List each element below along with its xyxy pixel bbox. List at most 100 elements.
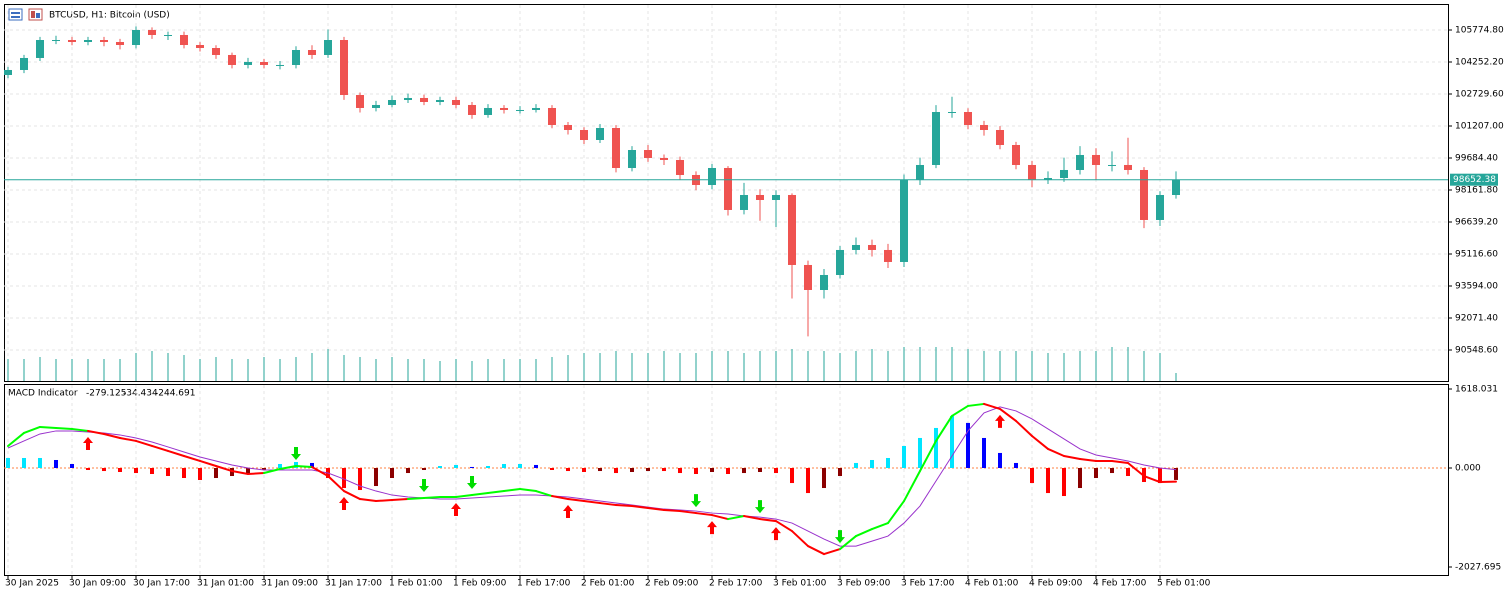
candle-body [1076, 154, 1084, 170]
histogram-bar [102, 467, 106, 472]
macd-line [183, 454, 201, 462]
histogram-bar [422, 467, 426, 471]
macd-line [135, 439, 153, 447]
candle-body [116, 41, 124, 46]
histogram-bar [214, 467, 218, 479]
macd-line [983, 402, 1001, 410]
macd-line [279, 464, 297, 471]
macd-line [1143, 475, 1161, 484]
x-tick-label: 4 Feb 17:00 [1093, 579, 1147, 589]
histogram-bar [966, 422, 970, 468]
macd-line [151, 444, 169, 452]
candle-body [1156, 194, 1164, 220]
macd-line [247, 472, 265, 476]
histogram-bar [118, 467, 122, 473]
candle-body [436, 100, 444, 102]
x-tick-label: 30 Jan 2025 [5, 579, 59, 589]
macd-line [791, 530, 809, 548]
x-tick-label: 3 Feb 17:00 [901, 579, 955, 589]
macd-line [471, 492, 489, 497]
histogram-bar [486, 465, 490, 468]
macd-line [295, 464, 313, 468]
histogram-bar [822, 467, 826, 489]
histogram-bar [998, 452, 1002, 468]
macd-line [71, 427, 89, 432]
macd-line [583, 500, 601, 505]
histogram-bar [758, 467, 762, 473]
macd-line [167, 449, 185, 457]
candle-body [260, 62, 268, 65]
macd-line [407, 497, 425, 501]
macd-line [903, 470, 921, 503]
candle-body [4, 69, 12, 75]
down-arrow [691, 494, 701, 508]
macd-line [1079, 457, 1097, 462]
macd-line [1015, 419, 1033, 437]
macd-line [615, 504, 633, 508]
histogram-bar [934, 427, 938, 468]
histogram-bar [774, 467, 778, 474]
candle-body [468, 104, 476, 115]
y-tick-label: 90548.60 [1455, 346, 1498, 356]
down-arrow [419, 479, 429, 493]
x-tick-label: 2 Feb 01:00 [581, 579, 635, 589]
histogram-bar [390, 467, 394, 479]
candle-body [836, 249, 844, 275]
histogram-bar [694, 467, 698, 475]
histogram-bar [726, 467, 730, 475]
histogram-bar [454, 464, 458, 468]
candle-body [148, 29, 156, 35]
histogram-bar [1030, 467, 1034, 484]
candle-body [164, 34, 172, 36]
signal-value: -34.434 [123, 389, 158, 399]
up-arrow [707, 521, 717, 535]
macd-line [455, 494, 473, 499]
x-tick-label: 3 Feb 09:00 [837, 579, 891, 589]
x-tick-label: 3 Feb 01:00 [773, 579, 827, 589]
candle-body [948, 112, 956, 114]
candle-body [292, 50, 300, 65]
candle-body [212, 48, 220, 55]
histogram-bar [358, 467, 362, 491]
candle-body [484, 107, 492, 115]
x-tick-label: 1 Feb 17:00 [517, 579, 571, 589]
histogram-bar [246, 467, 250, 475]
down-arrow [755, 500, 765, 514]
candle-body [852, 244, 860, 250]
histogram-bar [678, 467, 682, 474]
histogram-bar [662, 467, 666, 472]
candle-body [372, 104, 380, 108]
candle-body [500, 107, 508, 110]
candle-body [1124, 164, 1132, 170]
macd-line [919, 439, 937, 473]
histogram-bar [566, 467, 570, 472]
candle-body [388, 100, 396, 105]
candle-body [900, 179, 908, 262]
macd-line [103, 432, 121, 439]
histogram-bar [598, 467, 602, 472]
macd-line [695, 512, 713, 517]
y-tick-label: 99684.40 [1455, 153, 1498, 163]
macd-line [839, 535, 857, 551]
x-tick-label: 2 Feb 09:00 [645, 579, 699, 589]
histogram-bar [406, 467, 410, 474]
candle-body [596, 127, 604, 140]
macd-line [631, 505, 649, 510]
histogram-bar [630, 467, 634, 473]
histogram-bar [1062, 467, 1066, 497]
macd-line [1047, 447, 1065, 457]
y-tick-label: 92071.40 [1455, 313, 1498, 323]
y-tick-label: 101207.00 [1455, 121, 1504, 131]
histogram-bar [790, 467, 794, 484]
y-tick-label: 102729.60 [1455, 89, 1504, 99]
macd-line [263, 468, 281, 475]
x-tick-label: 5 Feb 01:00 [1157, 579, 1211, 589]
histogram-bar [278, 463, 282, 468]
candle-body [628, 150, 636, 168]
candle-body [452, 100, 460, 105]
macd-line [39, 425, 57, 429]
macd-line [823, 548, 841, 556]
histogram-bar [262, 467, 266, 471]
candle-body [1108, 164, 1116, 166]
macd-line [391, 498, 409, 502]
